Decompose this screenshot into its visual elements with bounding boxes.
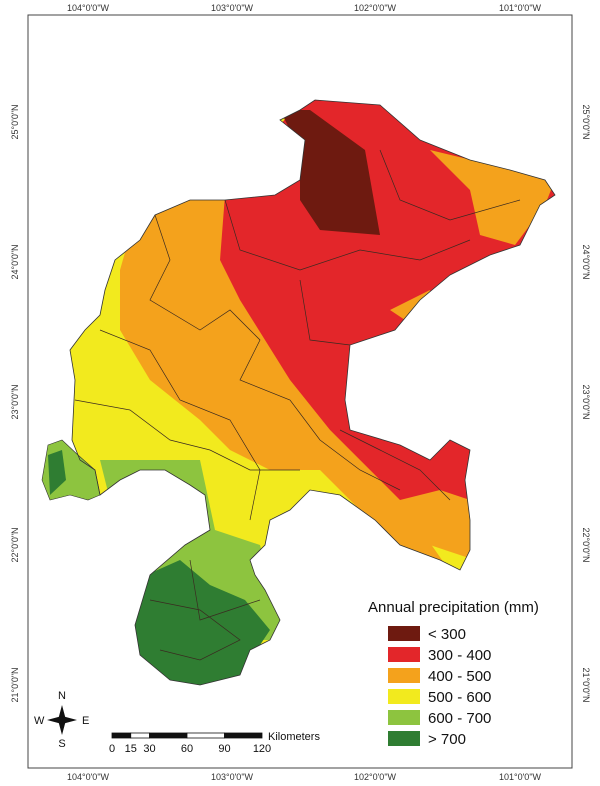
longitude-label: 104°0'0"W — [67, 3, 110, 13]
longitude-label: 101°0'0"W — [499, 3, 542, 13]
compass-needle — [47, 716, 77, 724]
scale-label: 60 — [181, 743, 193, 755]
legend-swatch — [388, 668, 420, 683]
zone-over-700 — [130, 560, 270, 685]
scale-segment — [186, 732, 225, 739]
longitude-label: 101°0'0"W — [499, 772, 542, 782]
legend-label: 500 - 600 — [428, 689, 491, 706]
scale-unit: Kilometers — [268, 731, 320, 743]
latitude-label: 21°0'0"N — [581, 667, 591, 702]
graticule-labels: 104°0'0"W 104°0'0"W 103°0'0"W 103°0'0"W 102°… — [10, 3, 591, 782]
scale-label: 0 — [109, 743, 115, 755]
legend-label: > 700 — [428, 731, 466, 748]
compass-south: S — [58, 738, 65, 750]
scale-segment — [111, 732, 132, 739]
legend-swatch — [388, 626, 420, 641]
north-arrow: N S E W — [34, 690, 89, 750]
legend-swatch — [388, 647, 420, 662]
latitude-label: 22°0'0"N — [10, 527, 20, 562]
legend-swatch — [388, 689, 420, 704]
scale-label: 120 — [253, 743, 271, 755]
legend-title: Annual precipitation (mm) — [368, 599, 539, 616]
map-frame — [27, 14, 573, 769]
scale-label: 15 — [125, 743, 137, 755]
legend: < 300 300 - 400 400 - 500 500 - 600 600 - 70… — [388, 626, 491, 748]
longitude-label: 104°0'0"W — [67, 772, 110, 782]
latitude-label: 23°0'0"N — [581, 384, 591, 419]
latitude-label: 25°0'0"N — [10, 104, 20, 139]
legend-swatch — [388, 710, 420, 725]
scale-segment — [224, 732, 263, 739]
legend-label: < 300 — [428, 626, 466, 643]
longitude-label: 103°0'0"W — [211, 3, 254, 13]
longitude-label: 102°0'0"W — [354, 772, 397, 782]
scale-label: 30 — [143, 743, 155, 755]
latitude-label: 23°0'0"N — [10, 384, 20, 419]
legend-label: 300 - 400 — [428, 647, 491, 664]
longitude-label: 102°0'0"W — [354, 3, 397, 13]
latitude-label: 24°0'0"N — [10, 244, 20, 279]
municipal-boundaries — [74, 149, 521, 661]
legend-label: 400 - 500 — [428, 668, 491, 685]
legend-label: 600 - 700 — [428, 710, 491, 727]
scale-segment — [149, 732, 188, 739]
compass-west: W — [34, 715, 45, 727]
latitude-label: 24°0'0"N — [581, 244, 591, 279]
latitude-label: 22°0'0"N — [581, 527, 591, 562]
latitude-label: 25°0'0"N — [581, 104, 591, 139]
zone-over-700 — [48, 450, 66, 495]
state-outline — [69, 99, 556, 686]
compass-east: E — [82, 715, 89, 727]
scale-label: 90 — [218, 743, 230, 755]
scale-segment — [130, 732, 150, 739]
legend-swatch — [388, 731, 420, 746]
compass-north: N — [58, 690, 66, 702]
longitude-label: 103°0'0"W — [211, 772, 254, 782]
latitude-label: 21°0'0"N — [10, 667, 20, 702]
